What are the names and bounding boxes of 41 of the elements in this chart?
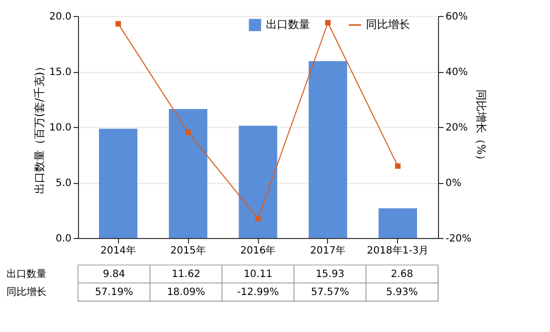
legend-label: 同比增长 [366, 18, 410, 31]
data-label: 11.62 [172, 269, 200, 280]
x-tick-label: 2017年 [310, 244, 346, 256]
data-label: 5.93% [386, 287, 418, 298]
x-tick-label: 2016年 [240, 244, 276, 256]
bar [378, 208, 418, 238]
y-tick-label: 10.0 [49, 122, 72, 134]
y-tick-label: 15.0 [49, 67, 72, 78]
y2-tick-label: -20% [446, 234, 472, 244]
point [395, 163, 401, 169]
text: 同比增长 [6, 287, 46, 298]
y2-tick-label: 60% [446, 12, 468, 22]
data-label: 9.84 [102, 269, 126, 280]
x-tick-label: 2018年1-3月 [366, 244, 429, 256]
bar [98, 128, 138, 238]
bar [308, 61, 348, 238]
bar [168, 109, 208, 238]
point [115, 21, 121, 27]
data-label: 57.57% [310, 287, 350, 298]
data-label: -12.99% [237, 287, 279, 298]
bar [238, 126, 278, 238]
x-tick-label: 2014年 [100, 244, 136, 256]
data-label: 2.68 [390, 269, 414, 280]
point [255, 216, 261, 222]
y2-axis-title: 同比增长（%） [474, 89, 488, 166]
point [325, 20, 331, 26]
data-label: 10.11 [244, 269, 272, 280]
legend-label: 出口数量 [266, 18, 310, 31]
y-tick-label: 5.0 [56, 178, 72, 189]
y2-tick-label: 20% [446, 122, 468, 134]
data-label: 18.09% [166, 287, 206, 298]
y2-tick-label: 40% [446, 67, 468, 78]
y2-tick-label: 0% [446, 178, 462, 189]
x-tick-label: 2015年 [170, 244, 206, 256]
point [185, 130, 191, 136]
text: 出口数量 [6, 269, 46, 280]
data-label: 57.19% [94, 287, 134, 298]
y-tick-label: 0.0 [56, 234, 72, 244]
data-label: 15.93 [316, 269, 344, 280]
y-axis-title: 出口数量（百万(套/千克)） [33, 60, 46, 194]
y-tick-label: 20.0 [49, 12, 72, 22]
